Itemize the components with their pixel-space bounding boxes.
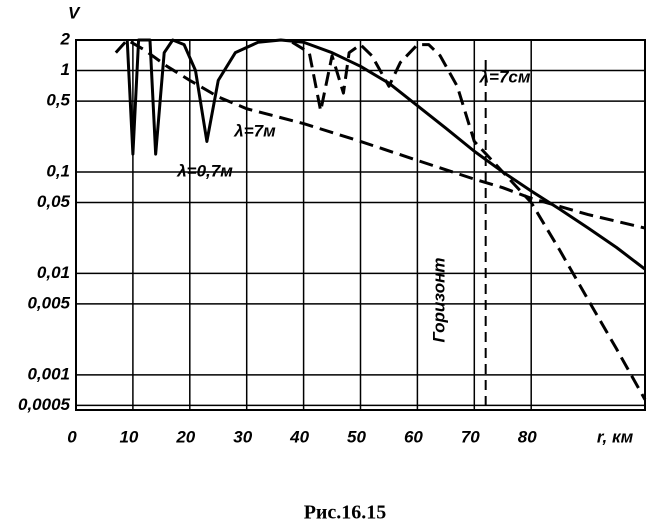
x-tick-label: 30	[233, 427, 252, 446]
x-tick-label: 50	[347, 427, 366, 446]
y-axis-label: V	[68, 3, 81, 22]
x-tick-label: 40	[289, 427, 309, 446]
y-tick-label: 1	[61, 60, 70, 79]
x-tick-label: 10	[119, 427, 138, 446]
line-series	[125, 38, 646, 271]
y-tick-label: 0,005	[27, 293, 70, 312]
caption: Рис.16.15	[304, 502, 387, 524]
y-tick-label: 0,05	[37, 192, 71, 211]
x-tick-label: 0	[67, 427, 77, 446]
x-tick-label: 80	[518, 427, 537, 446]
x-tick-label: 70	[461, 427, 480, 446]
line-series	[114, 38, 646, 230]
y-tick-label: 0,1	[46, 161, 70, 180]
series-label: λ=0,7м	[176, 161, 233, 180]
y-tick-label: 0,001	[27, 364, 70, 383]
y-tick-label: 0,01	[37, 263, 70, 282]
x-tick-label: 60	[404, 427, 423, 446]
y-tick-label: 2	[60, 29, 71, 48]
series-label: λ=7см	[479, 67, 531, 86]
horizon-label: Горизонт	[429, 258, 448, 343]
y-tick-label: 0,0005	[18, 395, 71, 414]
x-tick-label: 20	[175, 427, 195, 446]
x-axis-label: r, км	[597, 427, 634, 446]
series-label: λ=7м	[233, 121, 276, 140]
y-tick-label: 0,5	[46, 91, 70, 110]
line-series	[291, 40, 647, 401]
